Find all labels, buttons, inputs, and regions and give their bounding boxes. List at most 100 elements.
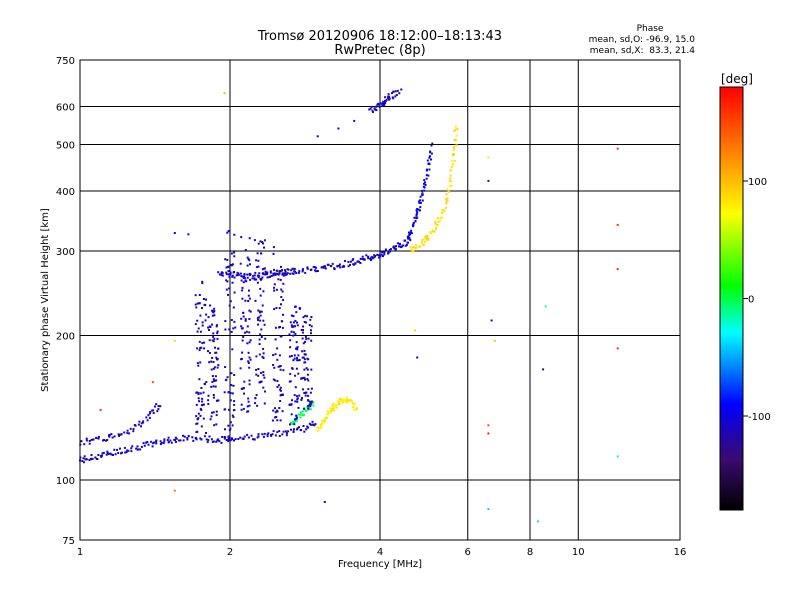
data-point xyxy=(262,371,265,374)
data-point xyxy=(292,315,295,318)
data-point xyxy=(259,311,261,314)
data-point xyxy=(453,153,455,156)
data-point xyxy=(311,401,314,404)
data-point xyxy=(293,354,296,357)
data-point xyxy=(199,347,202,349)
data-point xyxy=(288,355,291,358)
data-point xyxy=(106,439,109,441)
data-point xyxy=(423,186,426,189)
data-point xyxy=(177,439,180,442)
data-point xyxy=(231,438,234,441)
data-point xyxy=(304,353,307,356)
data-point xyxy=(228,276,231,279)
data-point xyxy=(373,256,376,259)
data-point xyxy=(383,104,386,107)
data-point xyxy=(435,228,438,231)
data-point xyxy=(334,405,337,408)
data-point xyxy=(241,351,244,354)
data-point xyxy=(338,264,341,267)
data-point xyxy=(409,233,411,236)
data-point xyxy=(310,325,313,328)
data-point xyxy=(307,407,310,410)
data-point xyxy=(295,341,298,344)
data-point xyxy=(537,520,539,523)
data-point xyxy=(170,441,173,444)
data-point xyxy=(255,368,258,371)
data-point xyxy=(220,274,223,277)
data-point xyxy=(273,289,276,292)
data-point xyxy=(229,273,232,276)
data-point xyxy=(297,372,300,375)
data-point xyxy=(256,252,259,255)
data-point xyxy=(419,195,422,198)
data-point xyxy=(422,238,425,241)
data-point xyxy=(229,399,232,402)
data-point xyxy=(293,267,296,270)
data-point xyxy=(249,278,251,281)
data-point xyxy=(273,286,276,289)
data-point xyxy=(140,422,143,425)
data-point xyxy=(297,354,300,357)
data-point xyxy=(242,387,245,390)
data-point xyxy=(248,356,251,359)
data-point xyxy=(96,458,99,460)
data-point xyxy=(338,402,341,405)
data-point xyxy=(231,275,234,278)
data-point xyxy=(215,440,218,443)
data-point xyxy=(434,221,437,223)
data-point xyxy=(325,417,328,419)
data-point xyxy=(199,314,202,317)
data-point xyxy=(273,283,276,286)
data-point xyxy=(279,368,282,371)
data-point xyxy=(272,409,275,412)
data-point xyxy=(425,174,428,177)
data-point xyxy=(280,296,283,298)
data-point xyxy=(229,421,232,424)
data-point xyxy=(412,224,415,227)
data-point xyxy=(323,265,326,268)
data-point xyxy=(208,361,211,364)
data-point xyxy=(288,380,291,383)
data-point xyxy=(237,272,240,275)
data-point xyxy=(247,436,250,439)
data-point xyxy=(143,444,146,447)
data-point xyxy=(367,257,370,260)
data-point xyxy=(289,372,292,375)
data-point xyxy=(226,259,229,261)
data-point xyxy=(246,342,249,345)
data-point xyxy=(137,448,140,451)
data-point xyxy=(124,451,127,454)
phase-stats-heading: Phase xyxy=(637,24,664,34)
data-point xyxy=(416,356,419,359)
data-point xyxy=(138,420,141,423)
data-point xyxy=(258,343,261,346)
data-point xyxy=(213,366,216,369)
data-point xyxy=(242,277,245,279)
x-tick-label: 1 xyxy=(77,547,83,558)
data-point xyxy=(266,273,269,276)
data-point xyxy=(203,383,206,386)
data-point xyxy=(262,290,265,293)
data-point xyxy=(88,440,91,442)
data-point xyxy=(421,238,424,241)
data-point xyxy=(398,92,401,95)
data-point xyxy=(385,98,388,101)
data-point xyxy=(215,379,218,382)
data-point xyxy=(257,368,260,370)
data-point xyxy=(279,388,282,391)
data-point xyxy=(415,246,418,249)
data-point xyxy=(419,209,421,212)
data-point xyxy=(295,414,298,417)
data-point xyxy=(110,453,113,456)
data-point xyxy=(233,320,236,323)
data-point xyxy=(249,310,252,313)
data-point xyxy=(302,325,305,328)
data-point xyxy=(412,222,415,225)
colorbar-tick-label: -100 xyxy=(748,412,771,423)
data-point xyxy=(140,445,143,448)
data-point xyxy=(196,319,199,322)
data-point xyxy=(130,450,133,453)
data-point xyxy=(292,421,295,423)
data-point xyxy=(255,373,258,376)
data-point xyxy=(382,255,384,258)
